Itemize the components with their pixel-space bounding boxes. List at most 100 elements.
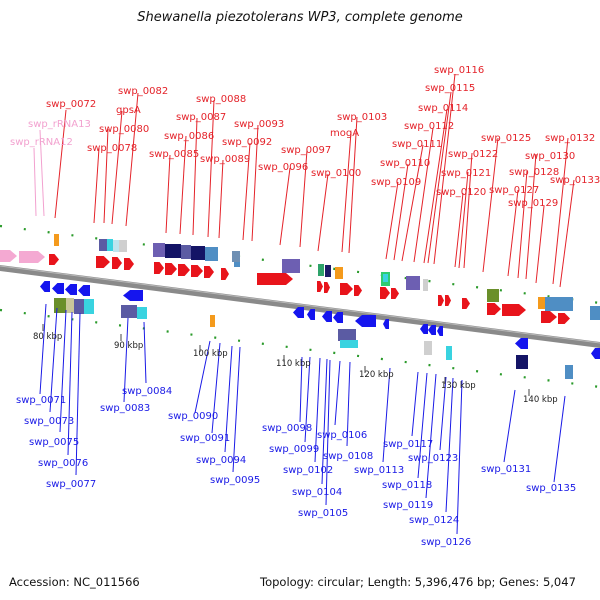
scale-tick-label: 110 kbp	[276, 359, 311, 369]
gene-label-top: swp_0086	[164, 131, 214, 142]
label-leader-line	[445, 377, 454, 513]
label-leader-line	[348, 116, 358, 254]
label-leader-line	[454, 192, 464, 268]
gene-label-bottom: swp_0076	[38, 458, 88, 469]
forward-gene	[340, 283, 353, 295]
label-leader-line	[334, 360, 341, 426]
label-leader-line	[552, 137, 569, 285]
label-leader-line	[232, 346, 241, 473]
forward-gene	[96, 256, 110, 268]
gene-label-bottom: swp_0091	[180, 433, 230, 444]
label-leader-line	[517, 170, 528, 279]
gene-label-top: swp_0078	[87, 143, 137, 154]
gene-label-top: swp_0120	[436, 187, 486, 198]
gene-label-top: swp_0122	[448, 149, 498, 160]
label-leader-line	[192, 117, 198, 236]
label-leader-line	[553, 395, 566, 483]
gene-label-bottom: swp_0075	[29, 437, 79, 448]
reverse-gene	[383, 319, 389, 329]
gene-label-top: swp_0100	[311, 168, 361, 179]
label-leader-line	[439, 376, 447, 451]
label-leader-line	[503, 389, 516, 463]
scale-tick-label: 90 kbp	[114, 341, 143, 351]
label-leader-line	[456, 379, 463, 535]
reverse-gene	[428, 325, 436, 335]
label-leader-line	[385, 181, 399, 260]
reverse-gene	[355, 315, 376, 327]
label-leader-line	[304, 356, 311, 443]
gene-label-bottom: swp_0124	[409, 515, 459, 526]
label-leader-line	[482, 137, 499, 273]
label-leader-line	[401, 144, 424, 262]
gene-label-top: swp_0088	[196, 94, 246, 105]
genome-summary-text: Topology: circular; Length: 5,396,476 bp…	[260, 575, 576, 589]
rrna-gene	[19, 251, 45, 263]
gene-label-top: swp_0080	[99, 124, 149, 135]
label-leader-line	[382, 367, 391, 463]
label-leader-line	[423, 108, 448, 264]
gene-label-bottom: swp_0083	[100, 403, 150, 414]
label-leader-line	[75, 312, 81, 476]
forward-gene	[317, 281, 323, 292]
gene-label-top: swp_0112	[404, 121, 454, 132]
gene-label-top: swp_0072	[46, 99, 96, 110]
gene-label-top: swp_rRNA12	[10, 137, 73, 148]
gene-label-bottom: swp_0102	[283, 465, 333, 476]
protein-domain-block	[538, 297, 545, 309]
gene-label-top: swp_0110	[380, 158, 430, 169]
label-leader-line	[211, 342, 221, 434]
reverse-gene	[40, 281, 50, 292]
gene-label-bottom: swp_0131	[481, 464, 531, 475]
gene-label-bottom: swp_0117	[383, 439, 433, 450]
forward-gene	[391, 288, 399, 299]
gene-label-bottom: swp_0123	[408, 453, 458, 464]
label-leader-line	[417, 372, 428, 479]
forward-gene	[49, 254, 59, 265]
label-leader-line	[123, 317, 129, 403]
gene-label-bottom: swp_0135	[526, 483, 576, 494]
protein-domain-block	[406, 276, 420, 290]
protein-domain-block	[84, 299, 94, 314]
upper-track-guide	[0, 224, 600, 305]
forward-gene	[502, 304, 526, 316]
forward-gene	[380, 287, 390, 299]
protein-domain-block	[424, 341, 432, 355]
gene-label-top: swp_0097	[281, 145, 331, 156]
forward-gene	[154, 262, 164, 274]
gene-label-top: swp_0085	[149, 149, 199, 160]
scale-tick-label: 120 kbp	[359, 370, 394, 380]
label-leader-line	[194, 340, 211, 414]
gene-label-top: swp_0127	[489, 185, 539, 196]
protein-domain-block	[99, 239, 107, 251]
forward-gene	[112, 257, 122, 269]
gene-label-top: swp_0121	[441, 168, 491, 179]
gene-label-top: swp_0115	[425, 83, 475, 94]
reverse-gene	[293, 307, 304, 318]
label-leader-line	[242, 142, 251, 241]
label-leader-line	[179, 135, 187, 235]
protein-domain-block	[205, 247, 218, 261]
label-leader-line	[39, 129, 45, 217]
gene-label-top: swp_0116	[434, 65, 484, 76]
forward-gene	[257, 273, 293, 285]
label-leader-line	[346, 361, 351, 447]
scale-tick-label: 140 kbp	[523, 395, 558, 405]
gene-label-bottom: swp_0113	[354, 465, 404, 476]
label-leader-line	[49, 307, 58, 413]
protein-domain-block	[516, 355, 528, 369]
protein-domain-block	[335, 267, 343, 279]
gene-label-bottom: swp_0099	[269, 444, 319, 455]
label-leader-line	[279, 167, 291, 246]
gene-label-bottom: swp_0126	[421, 537, 471, 548]
gene-label-bottom: swp_0108	[323, 451, 373, 462]
gene-label-bottom: swp_0077	[46, 479, 96, 490]
label-leader-line	[299, 149, 308, 248]
protein-domain-block	[282, 259, 300, 273]
protein-domain-block	[137, 307, 147, 319]
reverse-gene	[515, 338, 528, 349]
forward-gene	[558, 313, 570, 324]
reverse-gene	[52, 283, 64, 294]
label-leader-line	[39, 303, 47, 395]
map-title: Shewanella piezotolerans WP3, complete g…	[137, 10, 463, 25]
